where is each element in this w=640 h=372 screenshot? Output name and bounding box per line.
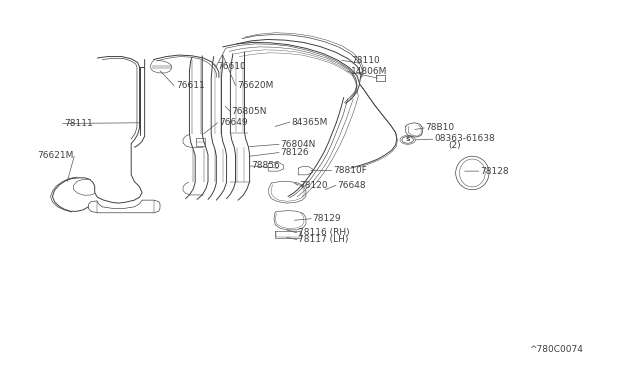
Text: 78129: 78129 [312,214,341,223]
Text: 78116 (RH): 78116 (RH) [298,228,350,237]
Text: 78810F: 78810F [333,166,367,175]
Text: 76620M: 76620M [237,81,273,90]
Text: 78120: 78120 [299,181,328,190]
Text: 08363-61638: 08363-61638 [434,134,495,143]
Text: 76649: 76649 [219,118,248,127]
Text: 76621M: 76621M [37,151,74,160]
Text: S: S [405,137,410,142]
Text: 78126: 78126 [280,148,309,157]
Text: 76648: 76648 [337,181,366,190]
Text: 78856: 78856 [252,161,280,170]
Text: 14806M: 14806M [351,67,387,76]
Text: 76804N: 76804N [280,140,316,149]
Text: 78117 (LH): 78117 (LH) [298,235,349,244]
Text: 78111: 78111 [64,119,93,128]
Text: ^780C0074: ^780C0074 [529,345,582,354]
Text: 84365M: 84365M [291,118,328,126]
Text: (2): (2) [448,141,461,150]
Text: 76805N: 76805N [232,107,267,116]
Text: 78110: 78110 [351,56,380,65]
Text: 76610: 76610 [218,62,246,71]
Text: 76611: 76611 [176,81,205,90]
Text: 78B10: 78B10 [426,124,455,132]
Text: 78128: 78128 [480,167,509,176]
